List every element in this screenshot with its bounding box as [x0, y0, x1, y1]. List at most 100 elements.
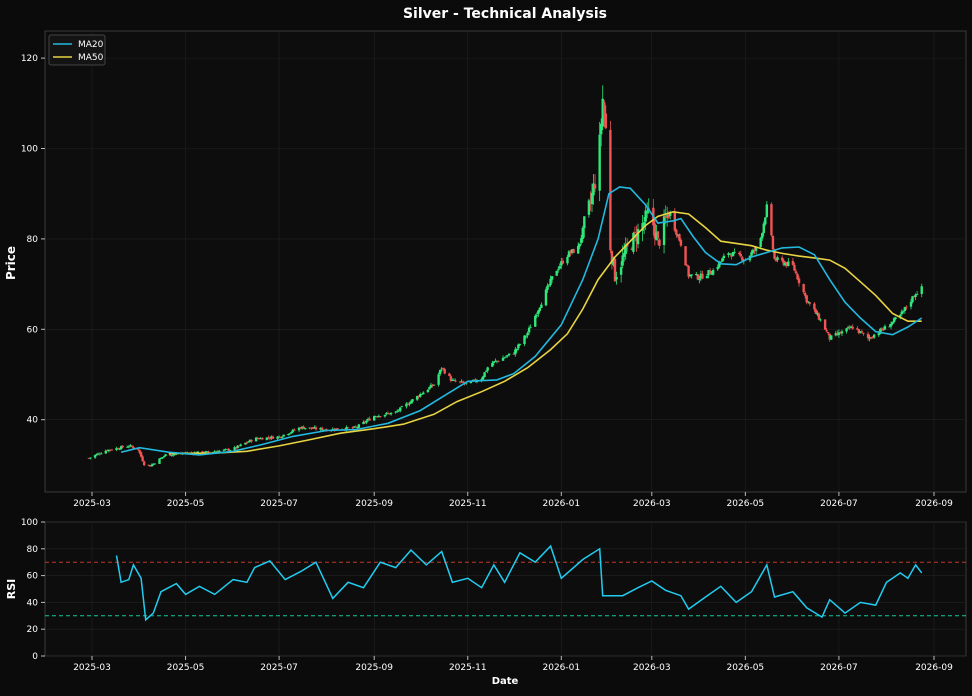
candle-body [314, 427, 318, 430]
candle-body [320, 427, 324, 431]
candle-body [366, 418, 370, 421]
candle-body [201, 451, 204, 454]
rsi-x-tick-label: 2026-05 [727, 663, 765, 673]
candle-body [302, 426, 305, 429]
price-y-axis: 40 60 80 100 120 [21, 54, 45, 426]
candle-body [669, 211, 672, 216]
rsi-y-tick-label: 60 [27, 572, 39, 582]
candle-body [172, 454, 175, 456]
candle-body [716, 266, 719, 270]
candle-body [162, 456, 166, 457]
candle-body [848, 326, 851, 329]
legend-ma50-label: MA50 [78, 53, 104, 63]
candle-body [497, 360, 500, 362]
candle-body [527, 327, 531, 333]
candle-body [503, 357, 506, 359]
candle-body [152, 463, 155, 465]
candle-body [773, 250, 776, 259]
candle-body [386, 413, 390, 415]
candle-body [828, 333, 831, 340]
price-x-axis: 2025-03 2025-05 2025-07 2025-09 2025-11 2026-… [73, 492, 953, 509]
candle-body [149, 465, 152, 467]
candle-body [454, 380, 457, 382]
candle-body [204, 451, 207, 454]
price-x-tick-label: 2025-07 [260, 499, 298, 509]
candle-body [451, 380, 454, 381]
candle-body [830, 335, 833, 340]
rsi-x-tick-label: 2026-03 [633, 663, 671, 673]
candle-body [247, 441, 250, 443]
candle-body [920, 286, 923, 294]
candle-body [750, 252, 753, 256]
candle-body [903, 307, 907, 312]
price-x-tick-label: 2026-05 [727, 499, 765, 509]
candle-body [311, 428, 315, 430]
candle-body [656, 231, 660, 239]
candle-body [363, 421, 367, 423]
candle-body [265, 437, 269, 440]
candle-body [126, 446, 129, 448]
candle-body [250, 439, 253, 442]
candle-body [96, 453, 100, 455]
candle-body [667, 214, 670, 218]
candle-body [780, 257, 784, 261]
candle-body [523, 335, 526, 344]
candle-body [759, 238, 762, 247]
rsi-panel-frame [44, 521, 967, 657]
ma20-line [120, 186, 923, 456]
candle-body [570, 249, 574, 253]
candle-body [236, 445, 239, 449]
candle-body [738, 252, 741, 255]
candle-body [859, 331, 862, 333]
candle-body [603, 102, 606, 116]
candle-body [405, 403, 408, 407]
candle-body [518, 344, 522, 345]
candle-body [583, 216, 586, 229]
candle-body [245, 442, 249, 444]
candle-body [538, 307, 542, 311]
candle-body [690, 274, 693, 276]
candle-body [912, 296, 916, 298]
candle-body [115, 448, 118, 451]
candle-body [857, 329, 861, 334]
candle-body [486, 367, 489, 371]
candle-body [851, 326, 854, 329]
candle-body [261, 437, 264, 440]
candle-body [429, 384, 433, 388]
candle-body [153, 463, 157, 465]
candle-body [891, 321, 894, 324]
candle-body [215, 451, 218, 453]
candle-body [461, 381, 465, 383]
candle-body [902, 310, 905, 312]
candle-body [624, 244, 627, 254]
candle-body [170, 455, 173, 457]
candle-body [593, 184, 597, 189]
candle-body [313, 427, 316, 429]
candle-body [282, 434, 285, 437]
candle-body [645, 211, 649, 214]
candle-body [566, 256, 569, 264]
rsi-x-tick-label: 2025-05 [167, 663, 205, 673]
candle-body [762, 223, 765, 234]
candle-body [432, 384, 436, 386]
candle-body [635, 234, 638, 242]
candle-body [590, 192, 594, 205]
candle-body [633, 231, 637, 233]
candle-body [601, 98, 604, 127]
candle-body [437, 374, 440, 385]
candle-body [161, 457, 164, 458]
candle-body [293, 429, 296, 431]
candle-body [685, 265, 689, 267]
candle-body [679, 239, 683, 246]
candle-body [458, 381, 462, 383]
rsi-x-tick-label: 2026-09 [915, 663, 953, 673]
candle-body [856, 328, 859, 330]
candle-body [705, 276, 709, 279]
candle-body [621, 255, 624, 266]
candle-body [303, 428, 307, 430]
candle-body [877, 333, 880, 336]
candle-body [95, 454, 98, 456]
candle-body [346, 427, 350, 429]
